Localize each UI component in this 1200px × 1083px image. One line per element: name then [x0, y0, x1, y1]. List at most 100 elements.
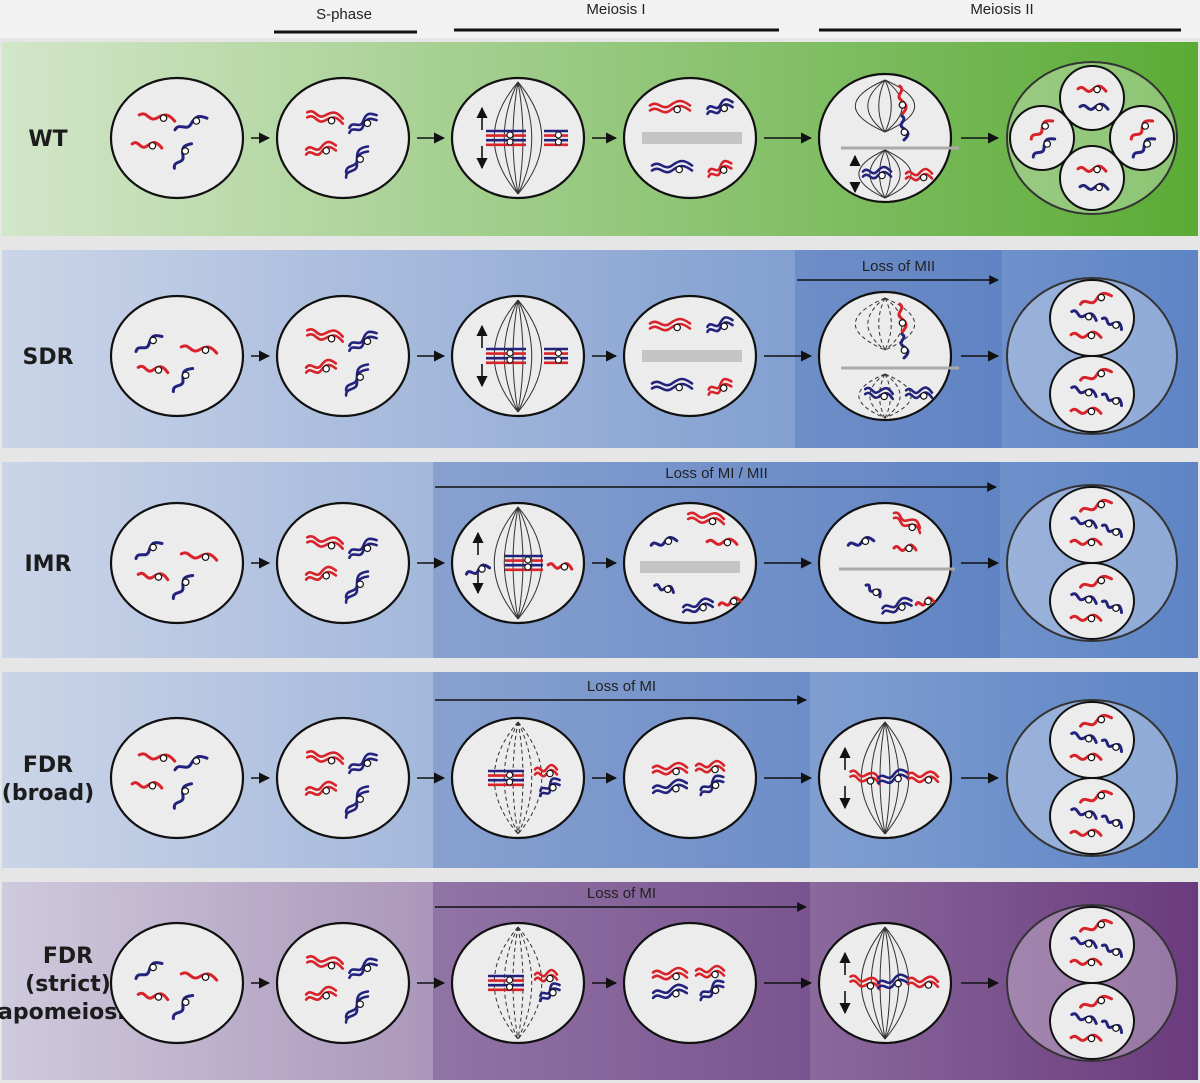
chromatid [1069, 828, 1103, 838]
cell-mi_split [622, 76, 758, 200]
chromatid [348, 117, 378, 135]
chromatid [1070, 731, 1098, 744]
chromatid [881, 596, 913, 610]
centromere [1112, 321, 1120, 329]
centromere [181, 147, 190, 155]
centromere [1087, 407, 1096, 416]
phase-label: S-phase [316, 6, 372, 23]
chromatid [171, 574, 195, 600]
row-label: WT [28, 127, 67, 152]
cell-mii_spindles [817, 72, 959, 204]
chromatid [1070, 516, 1098, 529]
centromere [1087, 331, 1096, 340]
centromere [327, 116, 336, 125]
chromatid [305, 110, 345, 120]
centromere [723, 538, 732, 547]
chromatid [1100, 316, 1124, 331]
chromatid [846, 535, 876, 547]
chromatid [304, 785, 338, 797]
chromatid [344, 995, 370, 1024]
centromere [1084, 312, 1093, 321]
centromere [1112, 819, 1120, 827]
centromere [1112, 604, 1120, 612]
cell-membrane [109, 921, 245, 1045]
chromatid [876, 773, 910, 785]
chromatid [171, 367, 195, 393]
row-0: WT [2, 42, 1198, 236]
loss-label: Loss of MI [587, 885, 656, 902]
chromatid [305, 535, 345, 545]
centromere [663, 585, 672, 594]
centromere [549, 988, 557, 997]
chromatid [137, 112, 177, 123]
cell-scatter_b [275, 716, 411, 840]
chromatid [348, 335, 378, 353]
centromere [356, 155, 364, 163]
chromatid [876, 978, 910, 990]
chromatid [304, 985, 338, 997]
chromatid [130, 781, 164, 790]
chromatid [899, 332, 910, 360]
chromatid [348, 757, 378, 775]
centromere [1087, 614, 1096, 623]
chromatid [305, 328, 345, 338]
centromere [1087, 829, 1096, 838]
centromere [524, 563, 532, 571]
daughter-cell [1059, 145, 1125, 211]
cell-mi_dashed [450, 716, 586, 840]
centromere [1093, 165, 1101, 174]
chromatid [1069, 1033, 1103, 1043]
cell-membrane [275, 294, 411, 418]
daughter-cell [1049, 279, 1135, 357]
cell-membrane [109, 716, 245, 840]
cell-dyad [1006, 484, 1178, 642]
centromere [1097, 293, 1106, 302]
chromatid [172, 782, 194, 810]
chromatid [533, 768, 559, 778]
cell-dyad [1006, 699, 1178, 857]
chromatid [1100, 1019, 1124, 1034]
chromatid [348, 542, 378, 560]
cell-scatter_a [109, 716, 245, 840]
centromere [1143, 140, 1152, 148]
loss-label: Loss of MI [587, 678, 656, 695]
chromatid [304, 990, 338, 1002]
chromatid [136, 991, 170, 1002]
centromere [1084, 595, 1093, 604]
daughter-cell [1059, 65, 1125, 131]
centromere [1087, 958, 1096, 967]
centromere [1097, 715, 1106, 724]
cell-pairs [622, 921, 758, 1045]
centromere [675, 165, 684, 174]
centromere [478, 565, 486, 573]
cell-membrane [450, 294, 586, 418]
chromatid [651, 766, 689, 776]
centromere [1084, 1015, 1093, 1024]
cell-membrane [450, 501, 586, 625]
centromere [363, 119, 372, 128]
chromatid [863, 386, 895, 396]
chromatid [686, 516, 726, 526]
cell-scatter_a [109, 76, 245, 200]
cell-mii_dashed [817, 290, 959, 422]
chromatid [707, 164, 733, 178]
centromere [1084, 388, 1093, 397]
cell-scatter_b [275, 76, 411, 200]
chromatid [1069, 330, 1103, 340]
chromatid [134, 334, 164, 353]
chromatid [717, 596, 743, 607]
chromatid [533, 973, 559, 983]
centromere [554, 131, 562, 139]
chromatid [650, 377, 694, 387]
centromere [1112, 948, 1120, 956]
chromatid [694, 759, 726, 769]
phase-header: S-phase Meiosis I Meiosis II [0, 0, 1200, 38]
chromatid [344, 575, 370, 604]
chromatid [173, 114, 209, 132]
chromatid [344, 150, 370, 179]
chromatid [1078, 102, 1110, 112]
centromere [672, 767, 680, 776]
centromere [201, 973, 210, 981]
